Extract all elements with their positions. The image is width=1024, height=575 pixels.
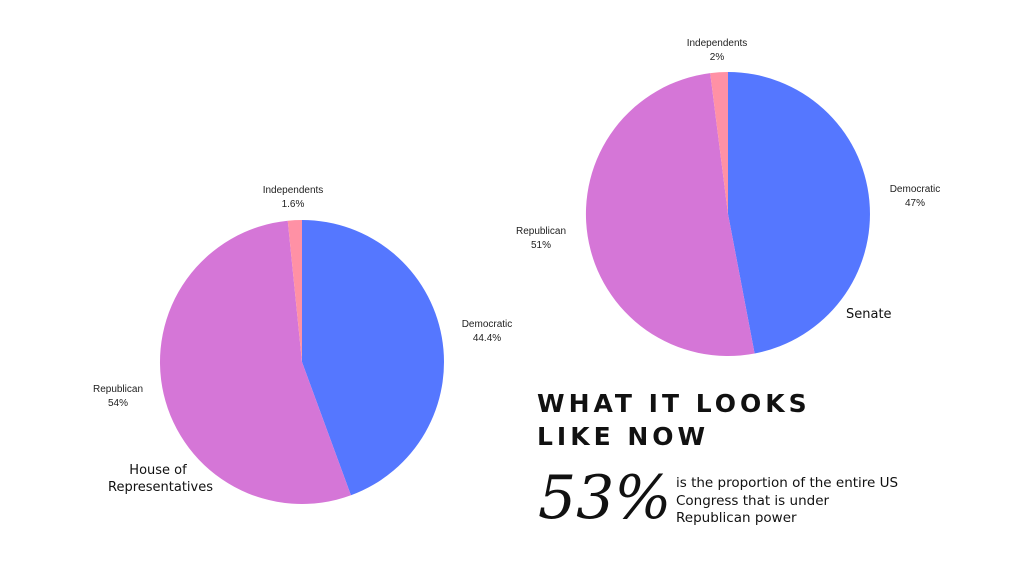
senate-value-independents: 2%	[710, 52, 725, 63]
house-slice-independents	[287, 220, 302, 362]
senate-slice-independents	[710, 72, 728, 214]
senate-label-republican: Republican	[516, 226, 566, 237]
house-label-republican: Republican	[93, 384, 143, 395]
senate-label-democratic: Democratic	[890, 184, 941, 195]
senate-label-independents: Independents	[687, 38, 748, 49]
house-label-independents: Independents	[263, 185, 324, 196]
house-value-independents: 1.6%	[282, 199, 305, 210]
senate-chart-caption: Senate	[846, 307, 892, 322]
house-slice-republican	[159, 220, 351, 505]
house-value-republican: 54%	[108, 398, 128, 409]
senate-slice-republican	[585, 73, 755, 357]
house-value-democratic: 44.4%	[473, 333, 501, 344]
senate-slice-democratic	[728, 72, 870, 354]
senate-value-republican: 51%	[531, 240, 551, 251]
senate-value-democratic: 47%	[905, 198, 925, 209]
headline: WHAT IT LOOKS LIKE NOW	[537, 389, 811, 451]
house-chart-caption: House of Representatives	[108, 462, 214, 496]
big-stat-value: 53%	[538, 463, 672, 533]
house-caption-line2: Representatives	[108, 480, 214, 495]
stat-description: is the proportion of the entire US Congr…	[676, 475, 899, 526]
house-label-democratic: Democratic	[462, 319, 513, 330]
house-slice-democratic	[302, 220, 445, 496]
house-caption-line1: House of	[129, 463, 187, 478]
